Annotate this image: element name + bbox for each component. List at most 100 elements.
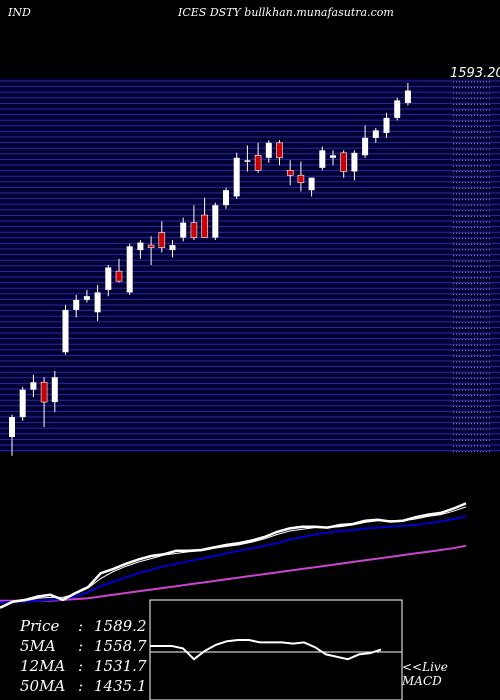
candle-up	[244, 145, 251, 172]
macd-panel-frame	[149, 599, 403, 700]
header-left-text: IND	[8, 6, 31, 19]
stats-panel: Price:1589.2 5MA:1558.7 12MA:1531.7 50MA…	[20, 616, 147, 696]
candle-down	[40, 377, 48, 428]
moving-average-lines	[0, 502, 467, 609]
candle-up	[351, 150, 358, 181]
ma12-line	[0, 515, 467, 604]
price-axis-ticks	[453, 81, 490, 453]
candle-body	[19, 389, 26, 418]
candle-body	[126, 246, 133, 293]
candle-up	[51, 371, 58, 413]
candle-up	[308, 177, 315, 197]
candle-body	[180, 222, 187, 238]
macd-link-line1: <<Live	[402, 660, 448, 674]
candle-body	[383, 117, 390, 133]
stat-label: Price	[20, 617, 60, 635]
candle-down	[297, 161, 305, 192]
candle-body	[105, 267, 112, 290]
candle-up	[319, 146, 326, 171]
candle-body	[115, 270, 123, 282]
candle-body	[340, 152, 348, 172]
candle-body	[73, 299, 80, 310]
stat-row-50ma: 50MA:1435.1	[20, 677, 147, 695]
candle-up	[212, 202, 219, 241]
candle-body	[147, 244, 155, 248]
last-price-label: 1593.20	[450, 66, 500, 81]
candle-up	[362, 125, 369, 158]
candle-up	[180, 217, 187, 242]
candle-down	[254, 142, 262, 173]
candle-down	[158, 221, 166, 253]
candle-up	[94, 284, 101, 322]
candle-body	[190, 222, 198, 238]
stat-value: 1531.7	[94, 657, 147, 675]
stat-row-price: Price:1589.2	[20, 617, 147, 635]
candle-down	[201, 197, 208, 238]
macd-line	[150, 639, 382, 661]
ma50-line	[0, 544, 467, 602]
candle-body	[212, 205, 219, 238]
candle-body	[30, 382, 37, 390]
candle-body	[169, 245, 176, 251]
candle-body	[319, 150, 326, 168]
candle-body	[330, 155, 336, 158]
price-line	[0, 502, 467, 609]
stat-row-12ma: 12MA:1531.7	[20, 657, 147, 675]
candle-up	[223, 187, 229, 209]
candlestick-series	[9, 83, 411, 456]
candle-up	[19, 387, 26, 421]
candle-up	[169, 240, 176, 258]
candle-up	[83, 289, 90, 303]
candle-up	[137, 240, 144, 259]
candle-down	[190, 205, 198, 241]
candle-up	[404, 83, 411, 106]
price-panel-background	[0, 78, 500, 452]
candle-up	[62, 304, 69, 355]
candle-body	[233, 157, 240, 197]
candle-body	[351, 152, 358, 172]
candle-up	[372, 127, 379, 143]
candle-body	[223, 190, 229, 206]
live-macd-link[interactable]: <<Live MACD	[402, 660, 448, 688]
stat-value: 1435.1	[94, 677, 147, 695]
stat-label: 12MA	[20, 657, 66, 675]
stat-value: 1589.2	[94, 617, 147, 635]
candle-down	[147, 236, 155, 265]
candle-body	[40, 381, 48, 403]
candle-up	[105, 265, 112, 297]
candle-body	[286, 170, 294, 176]
candle-body	[394, 100, 401, 118]
candle-body	[83, 296, 90, 300]
stat-value: 1558.7	[94, 637, 147, 655]
candle-up	[73, 294, 80, 318]
candle-up	[233, 152, 240, 199]
candle-body	[158, 232, 166, 248]
candle-down	[276, 140, 283, 166]
candle-body	[297, 174, 305, 183]
candle-up	[30, 374, 37, 398]
candle-up	[9, 414, 15, 456]
candle-up	[330, 150, 336, 166]
candle-body	[201, 214, 208, 238]
candle-body	[9, 417, 15, 437]
candle-body	[62, 309, 69, 353]
candle-body	[404, 90, 411, 103]
candle-up	[383, 112, 390, 138]
candle-down	[286, 160, 294, 186]
macd-series	[150, 639, 382, 661]
candle-body	[265, 142, 272, 158]
stat-row-5ma: 5MA:1558.7	[20, 637, 147, 655]
candle-body	[51, 377, 58, 403]
candle-up	[265, 140, 272, 163]
macd-link-line2: MACD	[402, 674, 442, 688]
candle-body	[94, 292, 101, 313]
candle-body	[362, 137, 369, 156]
candle-down	[115, 258, 123, 283]
candle-body	[244, 160, 251, 162]
stat-label: 5MA	[20, 637, 56, 655]
candle-down	[340, 150, 348, 178]
stat-label: 50MA	[20, 677, 66, 695]
candle-body	[308, 177, 315, 191]
candle-body	[137, 242, 144, 251]
